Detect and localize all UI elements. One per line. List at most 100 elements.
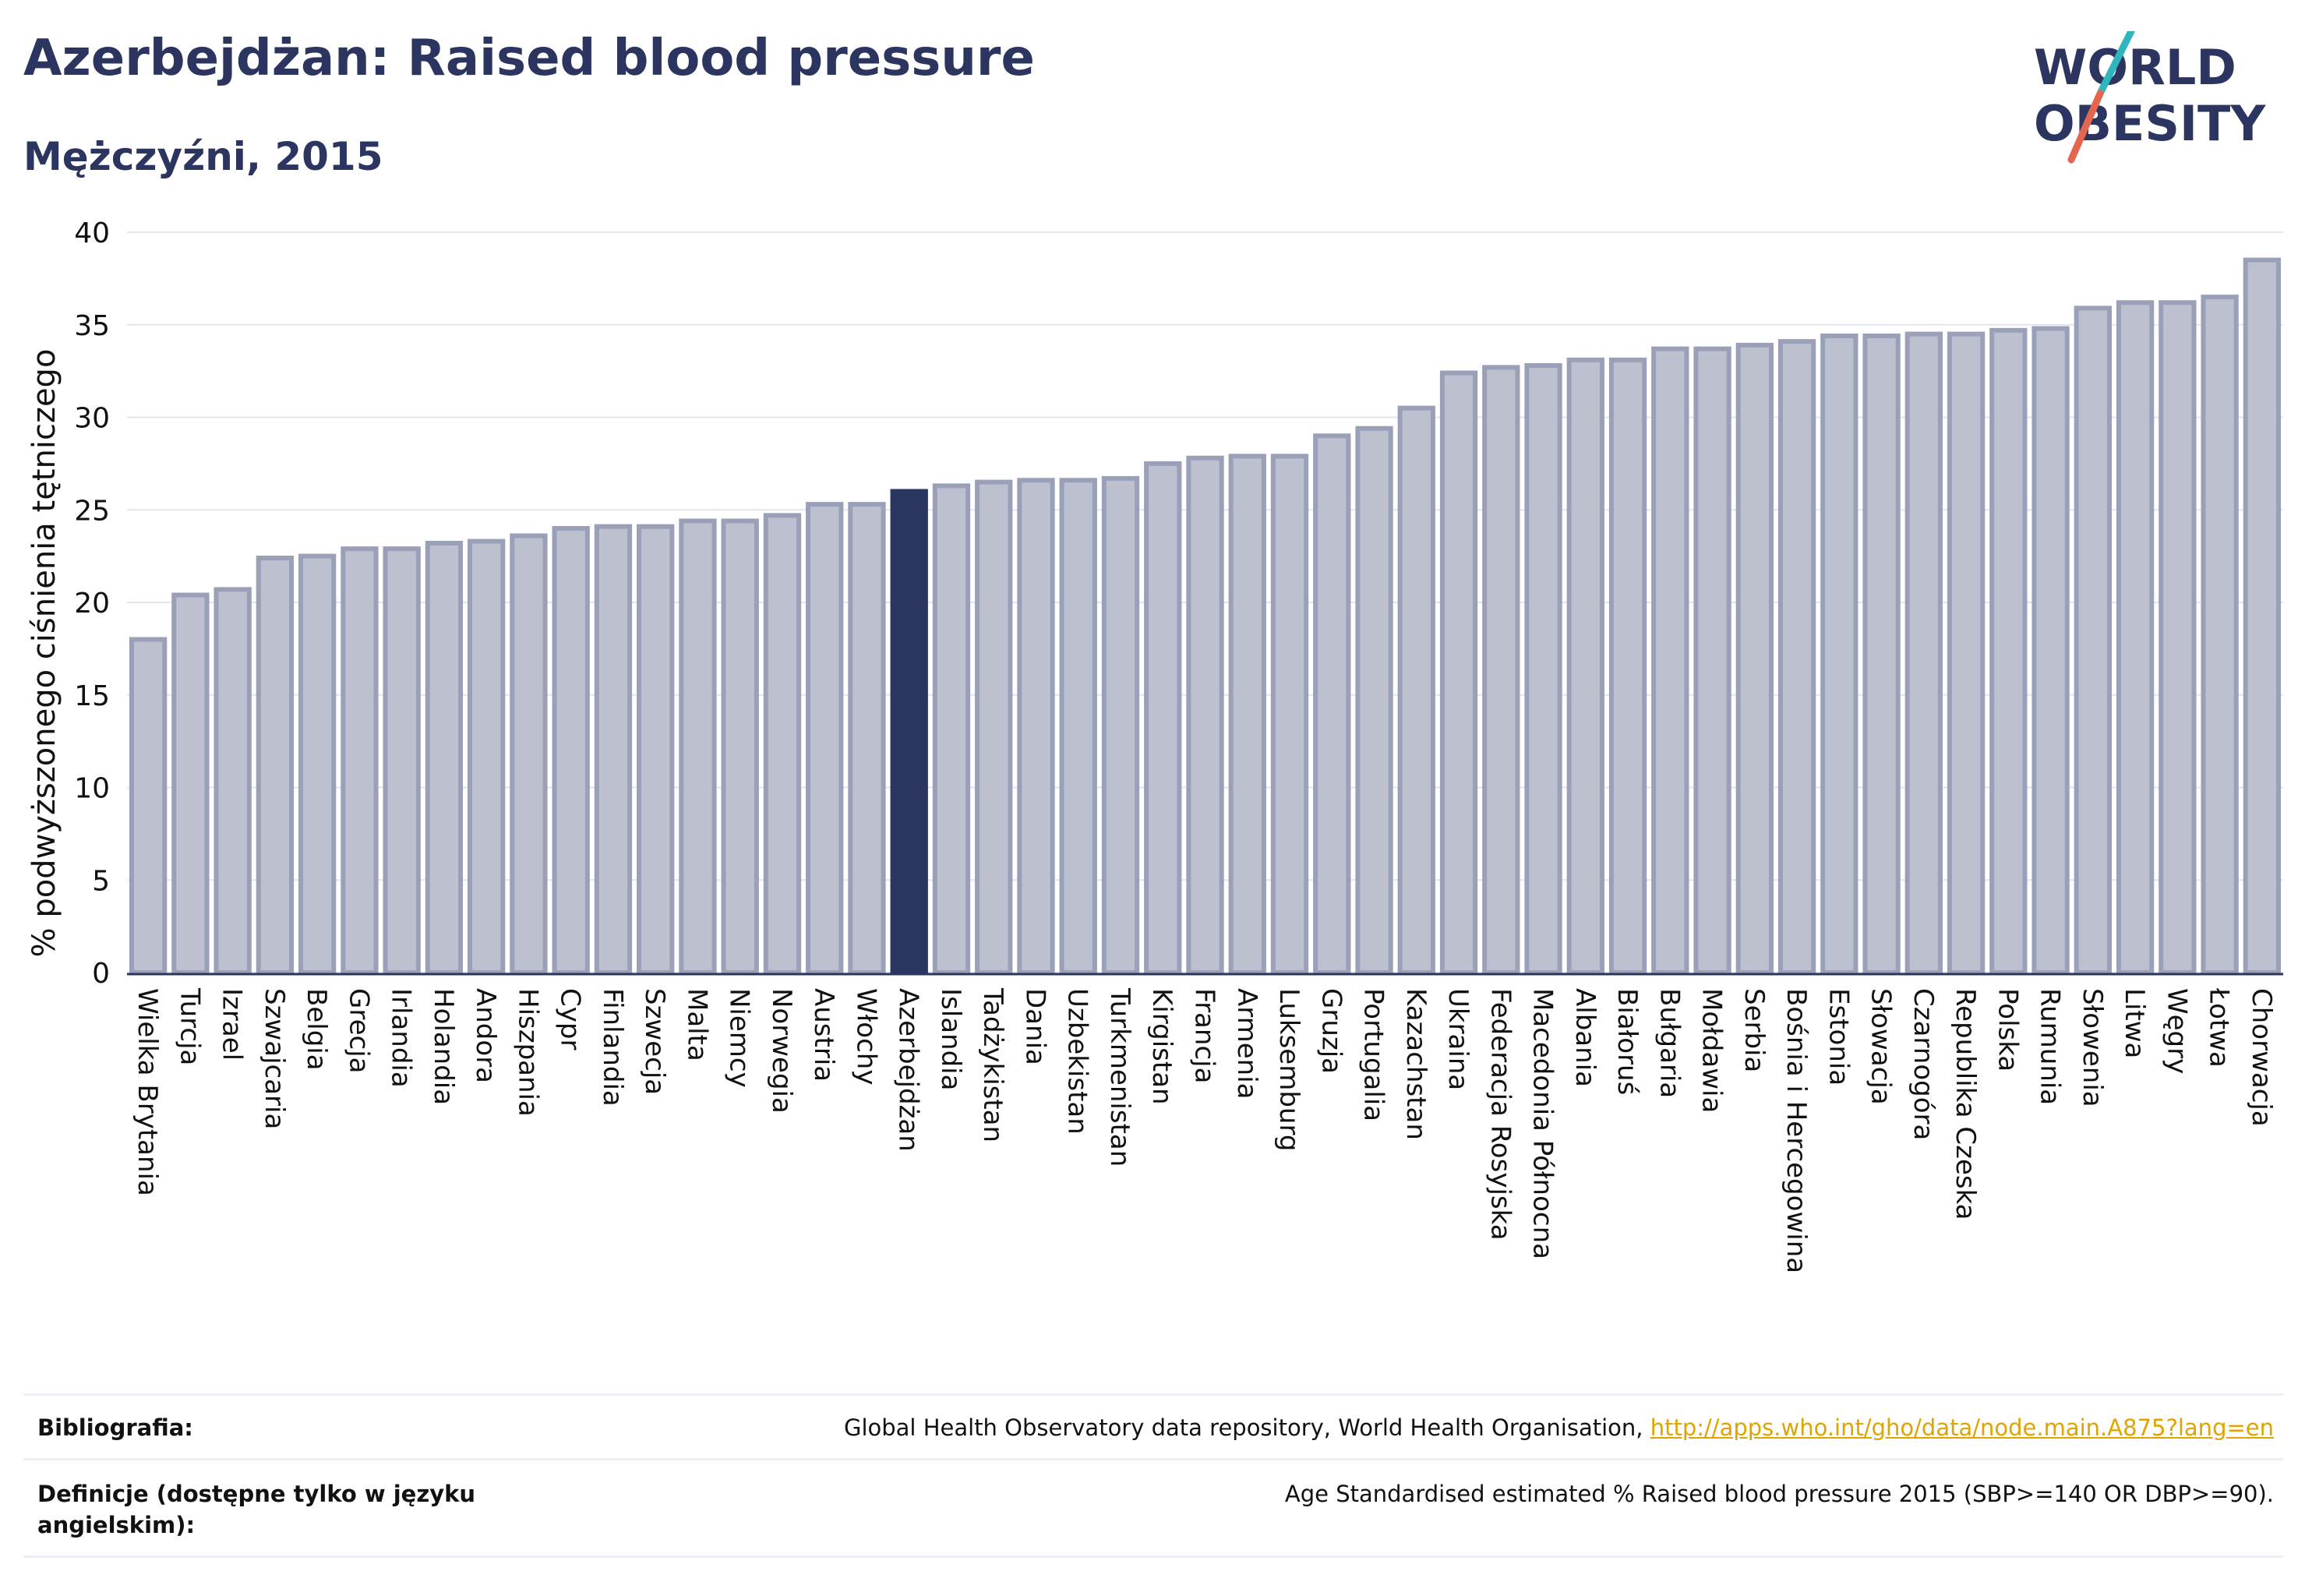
y-tick-label: 40 [74, 217, 110, 249]
bar [1017, 478, 1055, 975]
x-tick-label: Włochy [850, 988, 881, 1085]
bar [1439, 370, 1478, 975]
y-axis-ticks: 0 5 10 15 20 25 30 35 40 [74, 217, 110, 990]
bar [214, 587, 252, 975]
x-tick-label: Kirgistan [1146, 988, 1177, 1105]
x-tick-label: Węgry [2161, 988, 2192, 1074]
y-tick-label: 15 [74, 680, 110, 712]
x-tick-label: Chorwacja [2246, 988, 2277, 1127]
logo-line2: OBESITY [2034, 95, 2266, 152]
x-tick-label: Czarnogóra [1908, 988, 1939, 1140]
bar [298, 553, 337, 975]
definitions-label: Definicje (dostępne tylko w języku angie… [37, 1481, 476, 1538]
y-axis-label: % podwyższonego ciśnienia tętniczego [26, 349, 62, 958]
bar [2116, 300, 2155, 975]
bar [2074, 305, 2113, 975]
x-tick-label: Grecja [343, 988, 374, 1073]
x-tick-label: Albania [1569, 988, 1601, 1087]
bar [468, 538, 506, 975]
bar [763, 513, 802, 975]
x-tick-label: Litwa [2119, 988, 2150, 1058]
chart-title: Azerbejdżan: Raised blood pressure [23, 30, 1035, 87]
x-tick-label: Islandia [935, 988, 966, 1090]
bar [1566, 357, 1604, 975]
x-tick-label: Turcja [174, 987, 205, 1065]
bar [2243, 257, 2282, 975]
bar [1144, 461, 1182, 975]
x-tick-label: Szwecja [639, 988, 670, 1095]
footer-divider-top [23, 1393, 2283, 1396]
x-tick-label: Polska [1992, 988, 2023, 1072]
bar [341, 546, 379, 975]
x-tick-label: Łotwa [2204, 987, 2235, 1068]
bar [975, 479, 1013, 975]
y-tick-label: 10 [74, 773, 110, 805]
y-tick-label: 25 [74, 495, 110, 527]
bibliography-value: Global Health Observatory data repositor… [844, 1412, 2274, 1443]
x-tick-label: Malta [681, 988, 712, 1061]
bar [1735, 342, 1774, 975]
footer-divider-bottom [23, 1555, 2283, 1558]
bar [552, 526, 590, 975]
x-tick-label: Szwajcaria [259, 988, 290, 1129]
bar [932, 483, 971, 975]
x-tick-label: Austria [808, 988, 839, 1082]
x-tick-label: Finlandia [597, 988, 628, 1107]
x-tick-label: Belgia [301, 988, 332, 1071]
bibliography-label: Bibliografia: [37, 1414, 193, 1441]
x-tick-label: Tadżykistan [977, 987, 1008, 1142]
y-tick-label: 30 [74, 403, 110, 435]
x-tick-label: Andora [470, 988, 501, 1083]
x-tick-label: Luksemburg [1273, 988, 1304, 1151]
y-tick-label: 35 [74, 310, 110, 342]
y-tick-label: 0 [92, 958, 110, 990]
bar [510, 533, 548, 975]
bars [127, 257, 2283, 976]
bar [848, 502, 886, 975]
x-tick-label: Kazachstan [1400, 988, 1431, 1140]
x-tick-label: Izrael [217, 988, 248, 1061]
bar [1989, 327, 2028, 975]
bar [1862, 334, 1901, 975]
bar [1820, 334, 1858, 975]
bar-chart: 0 5 10 15 20 25 30 35 40 Wielka Brytania Turcja Iz… [26, 217, 2283, 1273]
chart-subtitle: Mężczyźni, 2015 [23, 134, 383, 179]
bar [1270, 454, 1309, 975]
bar [1777, 339, 1816, 975]
x-tick-label: Estonia [1823, 988, 1854, 1086]
footer-divider-middle [23, 1458, 2283, 1460]
logo-slash-coral [2067, 90, 2104, 164]
x-tick-label: Wielka Brytania [132, 988, 163, 1196]
x-tick-label: Ukraina [1442, 988, 1474, 1090]
bar [1651, 346, 1689, 975]
bar [129, 637, 168, 975]
bibliography-text: Global Health Observatory data repositor… [843, 1414, 1650, 1441]
world-obesity-logo: WORLD OBESITY [2034, 31, 2266, 164]
definitions-value: Age Standardised estimated % Raised bloo… [1284, 1481, 2274, 1507]
x-tick-label: Holandia [428, 988, 459, 1105]
y-tick-label: 20 [74, 588, 110, 620]
logo-slash-teal [2096, 31, 2135, 97]
x-tick-label: Federacja Rosyjska [1484, 988, 1516, 1241]
bar [1059, 478, 1097, 975]
bar [1693, 346, 1731, 975]
x-tick-label: Macedonia Północna [1527, 988, 1558, 1259]
bar [1101, 475, 1140, 975]
bar [425, 541, 464, 975]
x-tick-label: Cypr [555, 988, 586, 1050]
bar [637, 524, 675, 975]
x-tick-label: Słowenia [2077, 988, 2108, 1107]
bibliography-link[interactable]: http://apps.who.int/gho/data/node.main.A… [1650, 1414, 2274, 1441]
bar [256, 556, 295, 975]
x-tick-label: Bośnia i Hercegowina [1781, 988, 1812, 1273]
bar [1228, 454, 1266, 975]
x-tick-label: Słowacja [1866, 988, 1897, 1105]
bar [1904, 331, 1943, 975]
bar [2031, 326, 2070, 975]
bar [1524, 363, 1562, 975]
bar [1482, 365, 1520, 975]
bar [1355, 425, 1393, 975]
x-tick-label: Bułgaria [1654, 988, 1685, 1098]
bar [806, 502, 844, 975]
x-axis-ticks: Wielka Brytania Turcja Izrael Szwajcaria Bel… [132, 987, 2277, 1273]
